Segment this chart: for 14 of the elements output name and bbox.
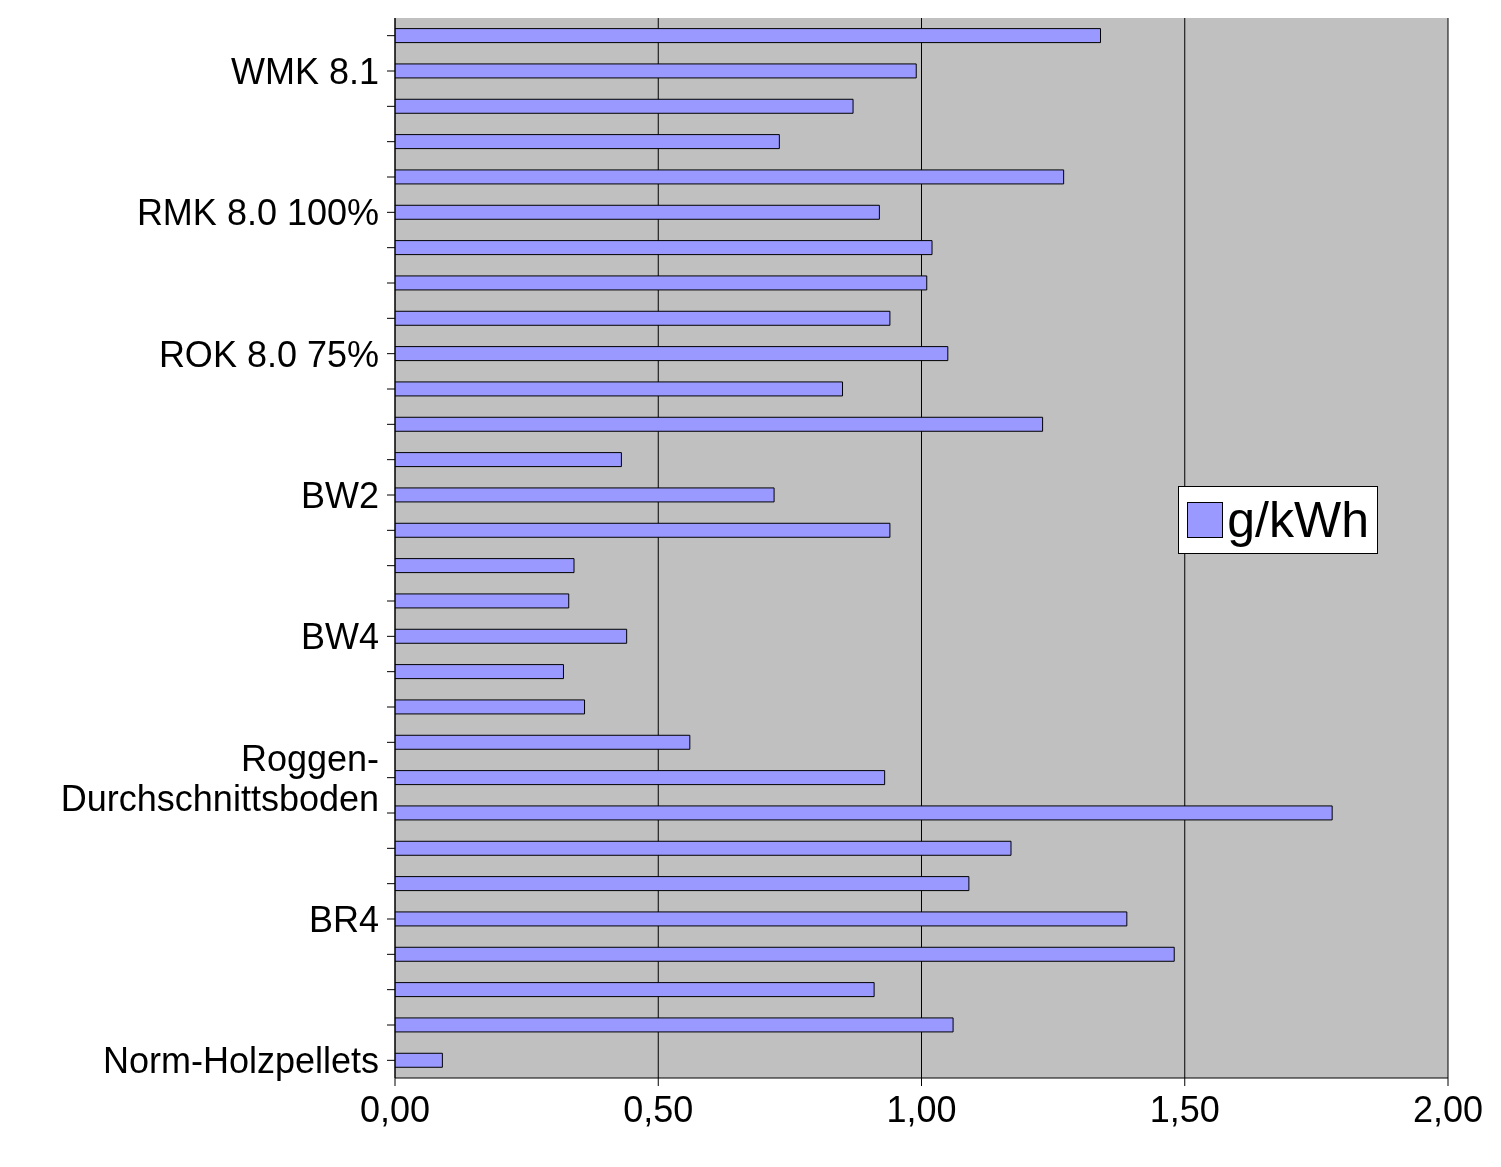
x-tick-label: 0,00 [359, 1088, 431, 1130]
y-tick-label: Roggen- Durchschnittsboden [60, 737, 379, 819]
x-tick-label: 2,00 [1412, 1088, 1484, 1130]
x-tick-label: 0,50 [623, 1088, 694, 1130]
legend-label: g/kWh [1226, 491, 1369, 549]
y-tick-label: RMK 8.0 100% [136, 191, 379, 233]
y-tick-label: Norm-Holzpellets [102, 1039, 379, 1081]
y-tick-label: BW4 [300, 615, 379, 657]
y-tick-label: WMK 8.1 [230, 50, 379, 92]
y-tick-label: ROK 8.0 75% [158, 333, 379, 375]
x-tick-label: 1,00 [886, 1088, 957, 1130]
x-tick-label: 1,50 [1149, 1088, 1220, 1130]
y-tick-label: BW2 [300, 474, 379, 516]
y-tick-label: BR4 [308, 898, 379, 940]
